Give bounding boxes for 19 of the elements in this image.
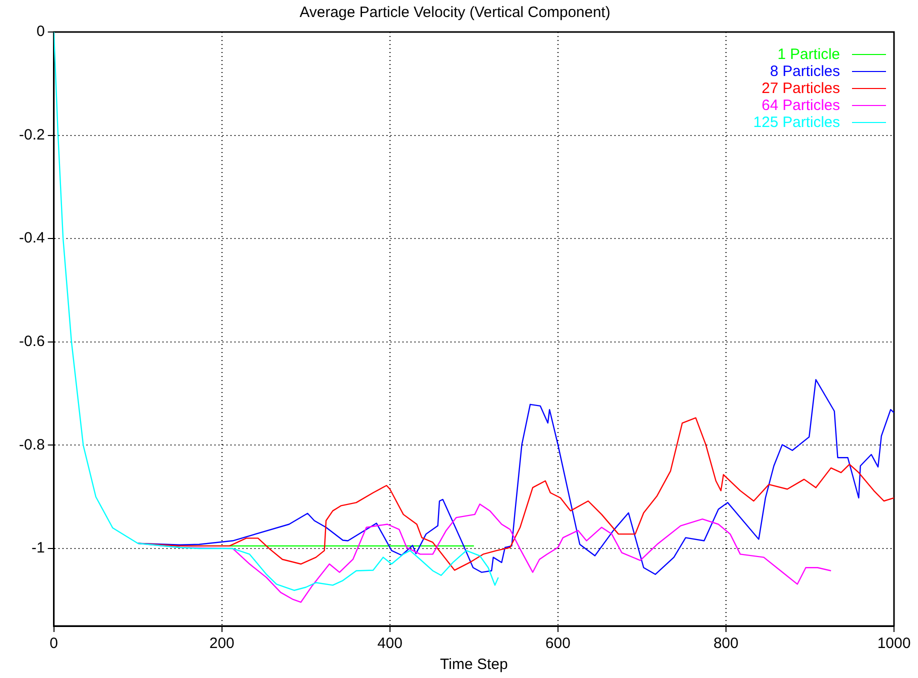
- legend-label: 125 Particles: [753, 114, 840, 131]
- y-tick-label: 0: [36, 23, 45, 40]
- y-tick-label: -1: [32, 540, 45, 557]
- legend-label: 64 Particles: [762, 97, 840, 114]
- legend-label: 8 Particles: [770, 63, 840, 80]
- y-tick-label: -0.6: [18, 333, 45, 350]
- x-tick-label: 200: [209, 635, 234, 652]
- chart-title: Average Particle Velocity (Vertical Component): [300, 4, 610, 22]
- x-axis-title: Time Step: [440, 656, 508, 674]
- x-tick-label: 800: [713, 635, 738, 652]
- y-tick-label: -0.2: [18, 126, 45, 144]
- x-tick-label: 0: [50, 635, 58, 652]
- y-tick-label: -0.8: [18, 436, 45, 454]
- y-tick-label: -0.4: [18, 230, 45, 247]
- legend-label: 1 Particle: [777, 46, 840, 63]
- legend-label: 27 Particles: [762, 80, 840, 97]
- x-tick-label: 400: [377, 635, 402, 652]
- x-tick-label: 600: [545, 635, 570, 652]
- x-tick-label: 1000: [877, 635, 911, 652]
